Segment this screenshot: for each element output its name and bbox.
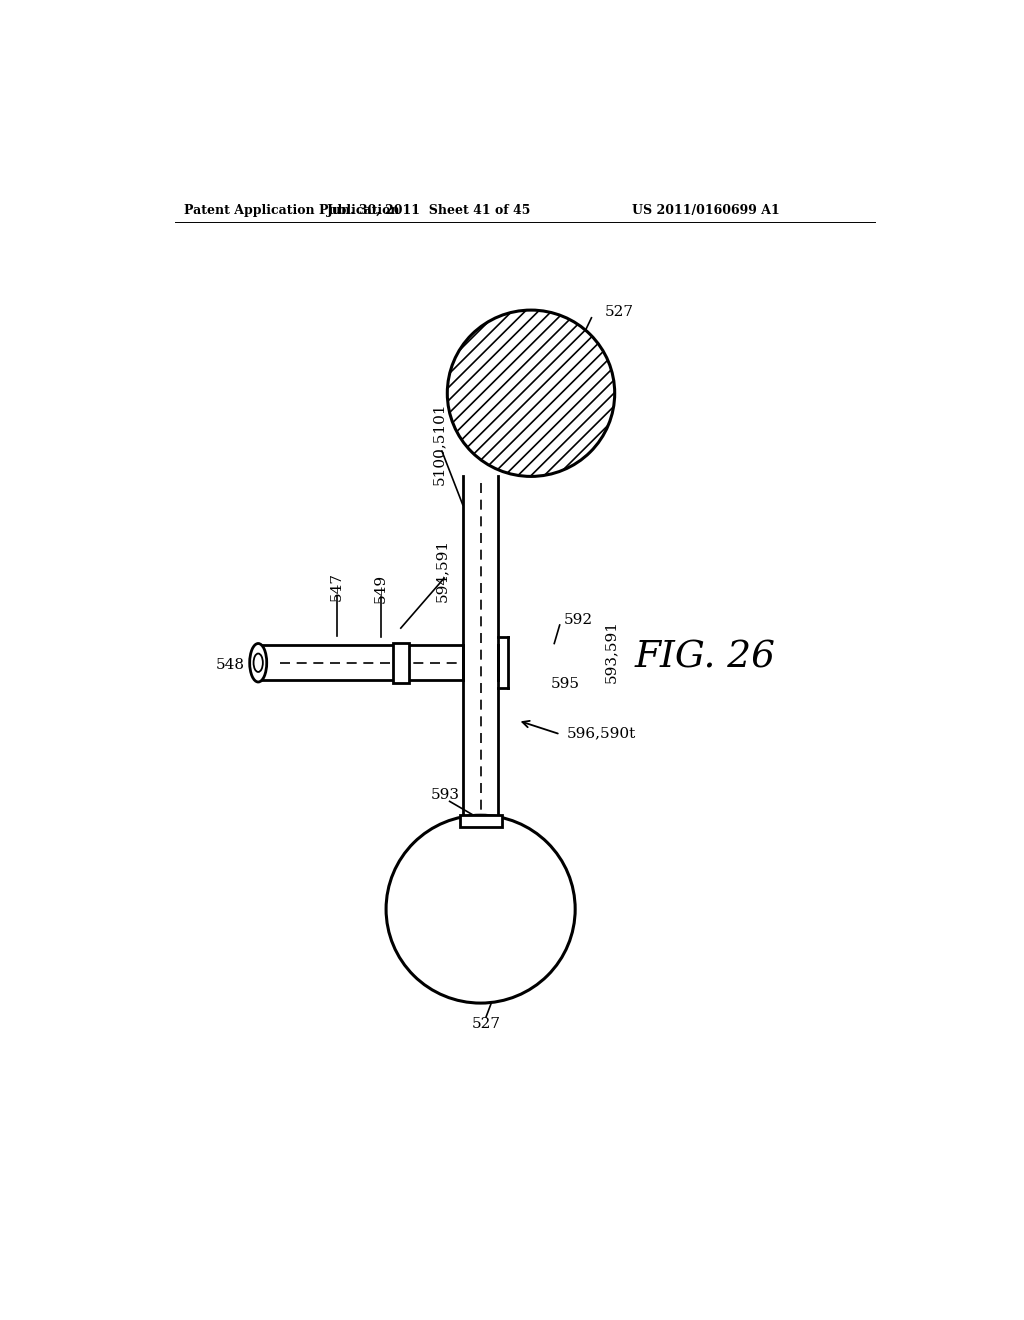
Text: 593,591: 593,591 [604, 619, 617, 682]
Bar [460, 816, 502, 826]
Ellipse shape [254, 653, 263, 672]
Circle shape [447, 310, 614, 477]
Bar [393, 643, 409, 682]
Text: US 2011/0160699 A1: US 2011/0160699 A1 [632, 205, 779, 218]
Text: 593: 593 [431, 788, 460, 803]
Text: 592: 592 [563, 614, 593, 627]
Text: 5100,5101: 5100,5101 [432, 403, 445, 484]
Text: 548: 548 [216, 659, 245, 672]
Circle shape [386, 816, 575, 1003]
Text: 596,590t: 596,590t [566, 726, 636, 741]
Text: 547: 547 [331, 572, 344, 601]
Text: 549: 549 [374, 573, 388, 603]
Text: 527: 527 [604, 305, 634, 319]
Text: Jun. 30, 2011  Sheet 41 of 45: Jun. 30, 2011 Sheet 41 of 45 [327, 205, 530, 218]
Text: 595: 595 [550, 677, 580, 690]
Text: Patent Application Publication: Patent Application Publication [183, 205, 399, 218]
Ellipse shape [250, 644, 266, 682]
Text: FIG. 26: FIG. 26 [635, 639, 776, 676]
Text: 594,591: 594,591 [435, 539, 449, 602]
Bar [462, 610, 500, 645]
Text: 527: 527 [471, 1016, 501, 1031]
